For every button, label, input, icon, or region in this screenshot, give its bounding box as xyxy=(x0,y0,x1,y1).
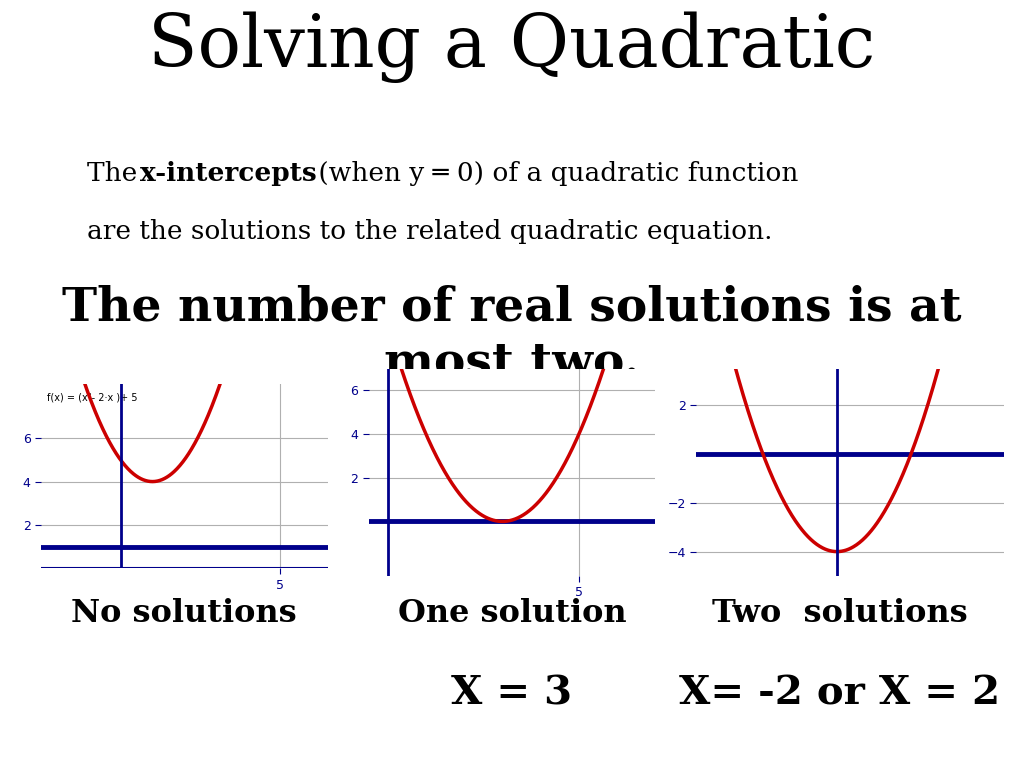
Text: Solving a Quadratic: Solving a Quadratic xyxy=(148,12,876,83)
Text: f(x) = (x²- 2·x )+ 5: f(x) = (x²- 2·x )+ 5 xyxy=(47,392,138,402)
Text: X= -2 or X = 2: X= -2 or X = 2 xyxy=(679,674,1000,713)
Text: One solution: One solution xyxy=(397,598,627,629)
Text: are the solutions to the related quadratic equation.: are the solutions to the related quadrat… xyxy=(87,219,772,244)
Text: No solutions: No solutions xyxy=(72,598,297,629)
Text: X = 3: X = 3 xyxy=(452,674,572,713)
Text: x-intercepts: x-intercepts xyxy=(140,161,317,187)
Text: The: The xyxy=(87,161,145,187)
Text: (when y ═ 0) of a quadratic function: (when y ═ 0) of a quadratic function xyxy=(310,161,799,187)
Text: The number of real solutions is at
most two.: The number of real solutions is at most … xyxy=(62,284,962,386)
Text: Two  solutions: Two solutions xyxy=(712,598,968,629)
